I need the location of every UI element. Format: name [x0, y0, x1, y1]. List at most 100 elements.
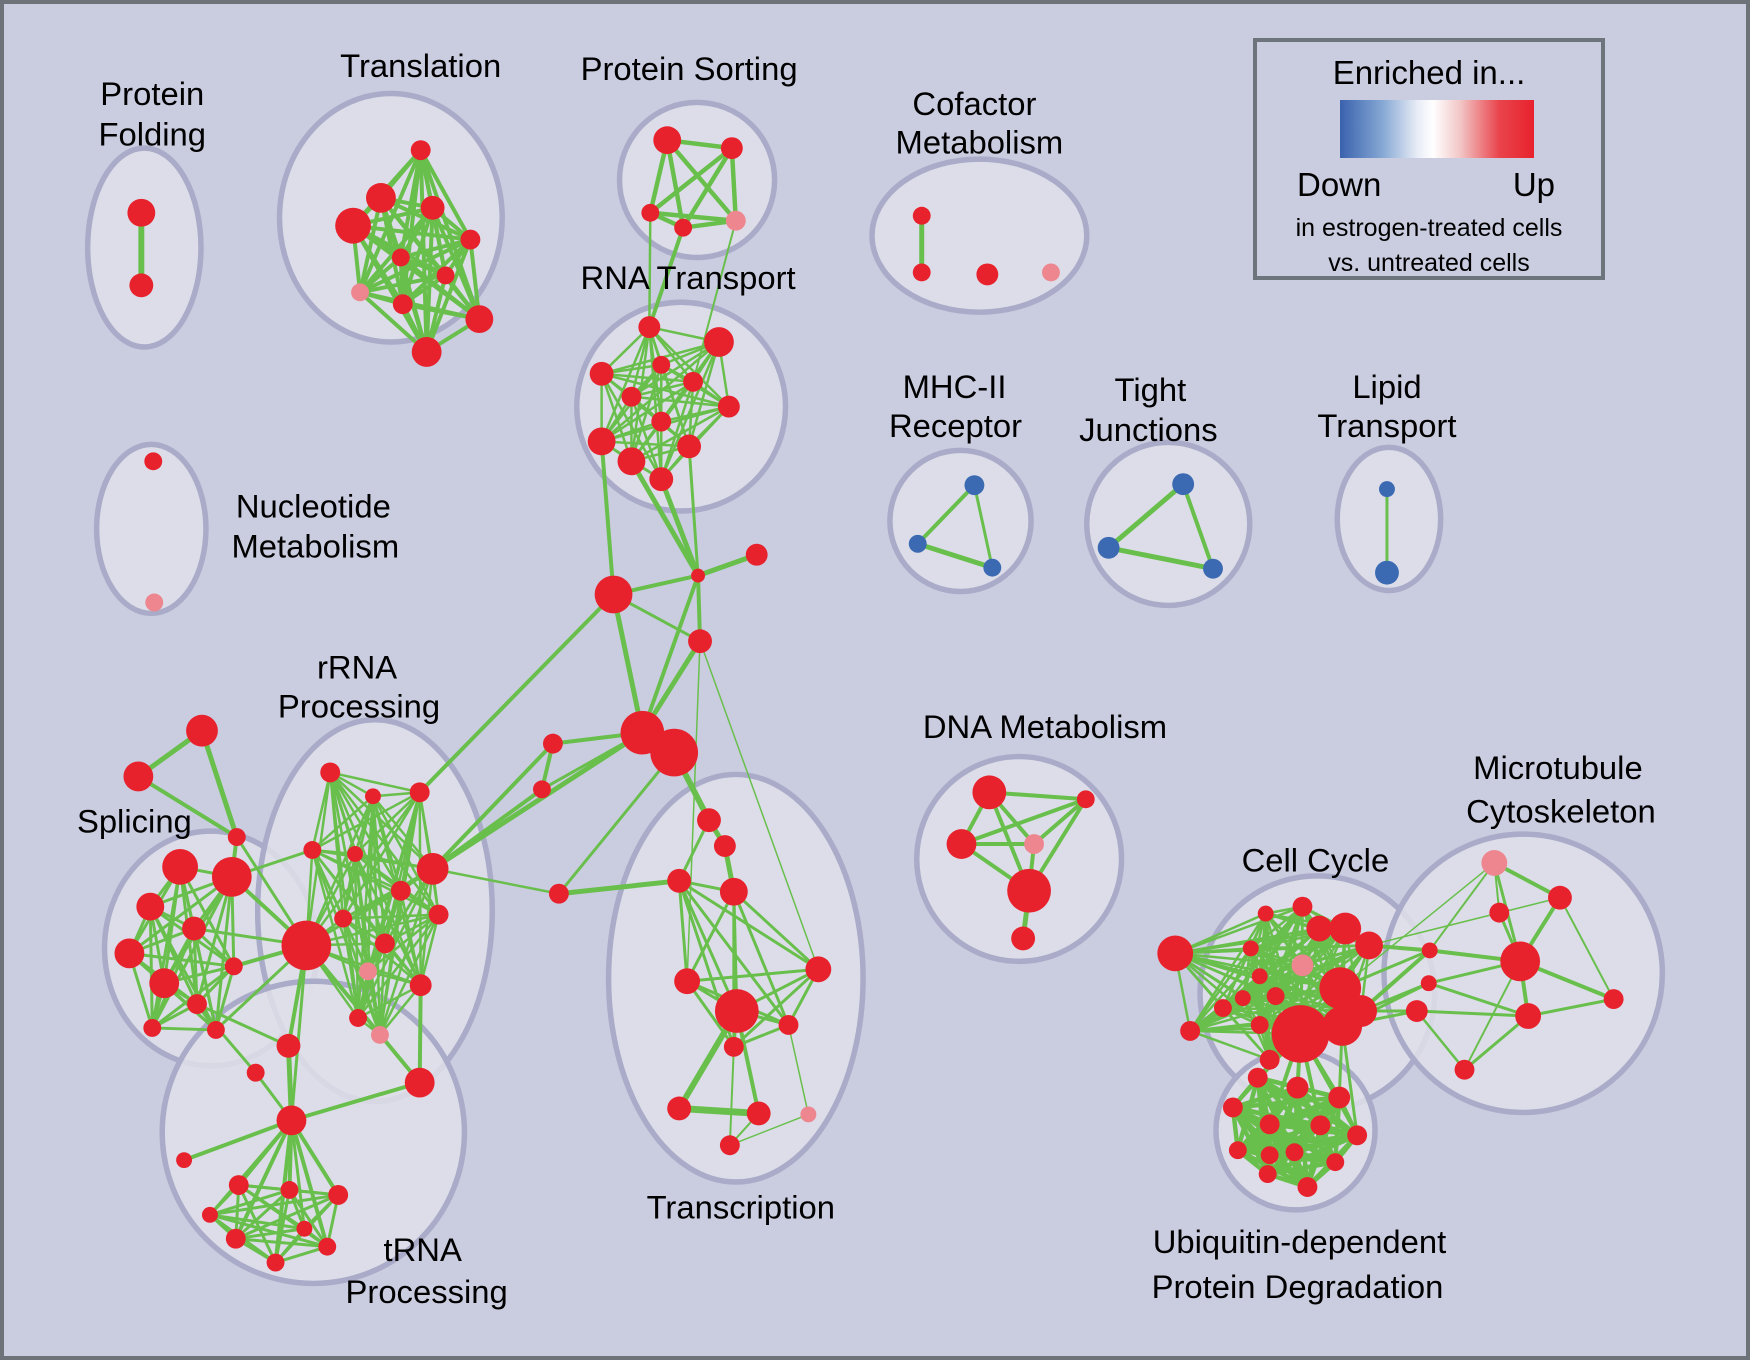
- edge-c4-tx1: [686, 641, 701, 982]
- edge-rr6-rr15: [356, 868, 434, 1019]
- edge-rr6-rr16: [378, 868, 434, 1036]
- edge-rr14-rr13: [417, 985, 423, 1083]
- node-ub8: [1228, 1141, 1247, 1160]
- node-ub13: [1285, 1143, 1304, 1162]
- node-r4: [652, 355, 671, 374]
- cluster-label-cell-cycle: Cell Cycle: [1242, 841, 1390, 878]
- node-r10: [677, 434, 702, 459]
- edge-t1-t5: [418, 149, 473, 241]
- edge-l1-rr6: [431, 742, 555, 871]
- node-rr9: [281, 920, 332, 971]
- edge-h1-rr6: [431, 730, 644, 871]
- edge-rrB-sp8: [196, 1002, 290, 1048]
- edge-rr2-rr9: [305, 795, 375, 946]
- edge-rr1-rr3: [329, 771, 420, 794]
- edge-rr11-rr15: [341, 918, 360, 1019]
- cluster-label-microtubule-line2: Cytoskeleton: [1466, 793, 1656, 830]
- node-cc8: [1242, 940, 1259, 957]
- edge-sp2-sp5: [128, 875, 233, 955]
- node-cn3: [1405, 1000, 1428, 1022]
- node-dm5: [1007, 868, 1051, 913]
- node-tx8: [800, 1106, 817, 1123]
- edge-r10-c1: [687, 446, 700, 576]
- edge-rr8-rr10: [367, 913, 440, 973]
- node-c4: [688, 629, 712, 654]
- edge-sp2-sp9: [150, 876, 234, 1029]
- edge-ub6-ub8: [1237, 1123, 1322, 1153]
- node-ub6: [1310, 1115, 1331, 1136]
- cluster-label-nucleotide-line1: Nucleotide: [236, 488, 391, 525]
- edge-rr14-th1: [290, 1080, 421, 1123]
- node-ub4: [1222, 1097, 1243, 1118]
- edge-s5-r5: [692, 220, 737, 383]
- node-r3: [589, 361, 614, 386]
- edge-rr3-rr15: [356, 792, 421, 1019]
- node-r11: [617, 447, 646, 476]
- edge-r1-r9: [600, 326, 651, 442]
- node-sp3: [136, 892, 165, 921]
- legend-subtitle-line2: vs. untreated cells: [1328, 249, 1530, 277]
- node-r9: [587, 427, 616, 456]
- edge-cc8-cc19: [1189, 947, 1252, 1032]
- node-cc16: [1250, 1016, 1269, 1034]
- edge-cn3-mt5: [1416, 1009, 1529, 1018]
- node-cf4: [1042, 263, 1060, 282]
- node-tx5: [723, 1036, 744, 1057]
- node-cc6: [1329, 912, 1362, 945]
- edge-r1-r6: [630, 326, 651, 397]
- node-tri1: [186, 714, 218, 747]
- edge-mh1-mh3: [972, 484, 994, 568]
- edge-f4-f6: [209, 1213, 305, 1231]
- edge-f2-f8: [288, 1189, 329, 1248]
- edge-mt2-mt6: [1559, 897, 1615, 1000]
- node-dm3: [946, 829, 977, 859]
- node-rr4: [303, 841, 322, 859]
- node-tj2: [1097, 536, 1120, 559]
- cluster-label-microtubule-line1: Microtubule: [1473, 749, 1643, 786]
- node-cc5: [1306, 915, 1333, 942]
- node-t7: [436, 266, 455, 285]
- edge-r6-r7: [631, 395, 729, 408]
- node-t2: [366, 182, 396, 213]
- edge-s4-r1: [647, 227, 686, 328]
- node-t5: [460, 229, 481, 250]
- edge-sp11-sp8: [195, 1003, 257, 1074]
- cluster-label-splicing: Splicing: [77, 803, 192, 840]
- edge-mh1-mh2: [916, 483, 976, 546]
- edge-tri1-tri3: [199, 729, 240, 838]
- cluster-ellipse-tight-junctions: [1084, 439, 1253, 609]
- node-t8: [351, 283, 369, 302]
- edge-f4-f8: [209, 1213, 328, 1249]
- node-t3: [335, 207, 371, 244]
- cluster-label-tight-junctions-line2: Junctions: [1079, 411, 1218, 448]
- node-tj3: [1203, 558, 1223, 579]
- edge-cn3-mt7: [1415, 1010, 1466, 1071]
- edge-r3-r7: [601, 372, 730, 408]
- legend-up-label: Up: [1512, 166, 1555, 203]
- node-ub11: [1326, 1153, 1345, 1172]
- edge-s3-r1: [648, 212, 652, 328]
- edge-cn1-mt1: [1428, 862, 1496, 951]
- cluster-label-nucleotide-line2: Metabolism: [231, 527, 399, 564]
- edge-th1-f4: [208, 1119, 293, 1216]
- legend-axis-labels: Down Up: [1297, 166, 1555, 204]
- node-sp9: [143, 1018, 162, 1037]
- edge-mt4-mt7: [1463, 960, 1522, 1071]
- node-rr11: [334, 909, 353, 928]
- edge-tx1-tx2: [686, 967, 819, 983]
- node-rr8: [428, 904, 449, 925]
- node-sp1: [162, 849, 199, 885]
- edge-rr7-rr11: [342, 889, 402, 920]
- node-tx7: [746, 1101, 771, 1126]
- node-tx1: [674, 968, 701, 995]
- node-rr6: [416, 852, 449, 885]
- node-tj1: [1172, 473, 1195, 496]
- node-r8: [651, 411, 672, 432]
- edge-s1-s4: [665, 139, 686, 229]
- edge-x3-tx1: [677, 880, 689, 982]
- node-mt3: [1489, 902, 1510, 923]
- node-ub9: [1260, 1146, 1279, 1165]
- node-rr15: [349, 1009, 368, 1027]
- edge-mt5-mt6: [1527, 997, 1614, 1018]
- edge-t5-t8: [359, 237, 472, 295]
